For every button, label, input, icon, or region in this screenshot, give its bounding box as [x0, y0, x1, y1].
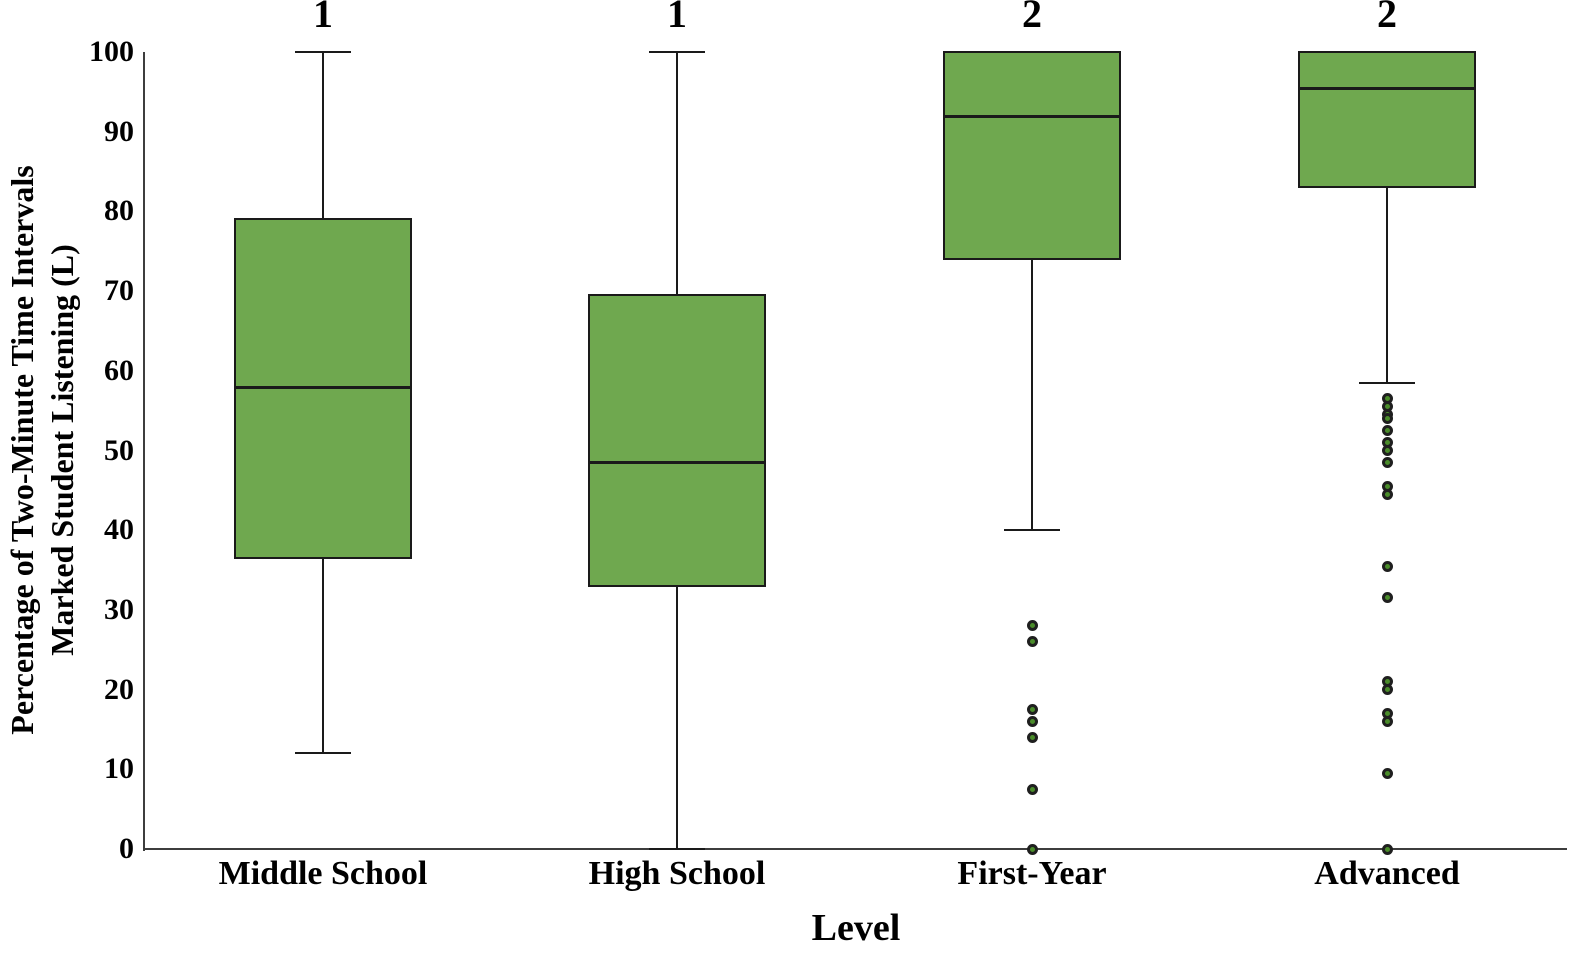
outlier-dot-first-year	[1026, 783, 1038, 795]
group-label-advanced: 2	[1377, 0, 1397, 36]
outlier-dot-first-year	[1026, 731, 1038, 743]
whisker-lower-line	[322, 558, 324, 754]
outlier-dot-advanced	[1381, 592, 1393, 604]
outlier-dot-advanced	[1381, 843, 1393, 855]
y-tick-label-90: 90	[104, 114, 134, 148]
y-tick-label-10: 10	[104, 752, 134, 786]
median-line-advanced	[1298, 86, 1476, 90]
y-tick-label-60: 60	[104, 353, 134, 387]
outlier-dot-advanced	[1381, 560, 1393, 572]
x-axis-line	[143, 848, 1567, 850]
whisker-lower-cap	[1004, 529, 1060, 532]
whisker-lower-cap	[295, 752, 351, 755]
y-tick-label-30: 30	[104, 592, 134, 626]
whisker-upper-cap	[295, 51, 351, 53]
whisker-lower-cap	[649, 848, 705, 850]
y-tick-label-0: 0	[119, 832, 134, 865]
median-line-first-year	[943, 114, 1121, 118]
whisker-lower-line	[1386, 187, 1388, 383]
x-tick-label-first-year: First-Year	[957, 855, 1107, 892]
y-tick-label-80: 80	[104, 194, 134, 228]
x-tick-label-middle-school: Middle School	[218, 855, 428, 892]
y-axis-line	[143, 52, 145, 851]
group-label-first-year: 2	[1022, 0, 1042, 36]
outlier-dot-advanced	[1381, 715, 1393, 727]
outlier-dot-advanced	[1381, 413, 1393, 425]
x-axis-title: Level	[811, 907, 901, 949]
x-tick-label-advanced: Advanced	[1314, 855, 1460, 892]
outlier-dot-first-year	[1026, 843, 1038, 855]
whisker-upper-cap	[649, 51, 705, 53]
group-label-middle-school: 1	[313, 0, 333, 36]
whisker-lower-cap	[1359, 381, 1415, 384]
outlier-dot-advanced	[1381, 684, 1393, 696]
y-tick-label-100: 100	[89, 35, 134, 68]
outlier-dot-first-year	[1026, 704, 1038, 716]
y-tick-label-70: 70	[104, 274, 134, 308]
box-high-school	[588, 294, 766, 587]
outlier-dot-advanced	[1381, 445, 1393, 456]
whisker-lower-line	[676, 585, 678, 849]
x-tick-label-high-school: High School	[588, 855, 766, 892]
median-line-high-school	[588, 461, 766, 465]
outlier-dot-advanced	[1381, 456, 1393, 468]
group-label-high-school: 1	[667, 0, 687, 36]
whisker-upper-line	[322, 52, 324, 220]
outlier-dot-advanced	[1381, 425, 1393, 437]
box-first-year	[943, 51, 1121, 261]
whisker-upper-line	[676, 52, 678, 296]
y-tick-label-20: 20	[104, 672, 134, 706]
box-advanced	[1298, 51, 1476, 189]
median-line-middle-school	[234, 385, 412, 389]
y-tick-label-40: 40	[104, 513, 134, 547]
outlier-dot-first-year	[1026, 620, 1038, 632]
outlier-dot-first-year	[1026, 636, 1038, 648]
outlier-dot-first-year	[1026, 715, 1038, 727]
whisker-lower-line	[1031, 259, 1033, 531]
outlier-dot-advanced	[1381, 767, 1393, 779]
y-tick-label-50: 50	[104, 433, 134, 467]
outlier-dot-advanced	[1381, 488, 1393, 500]
